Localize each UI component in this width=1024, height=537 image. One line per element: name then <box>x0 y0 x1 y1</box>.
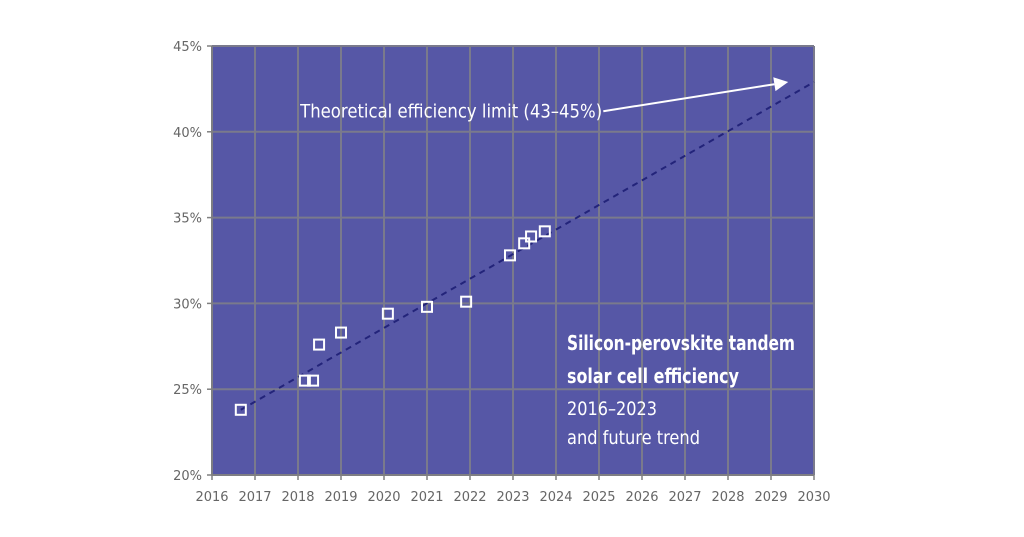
y-axis-tick-labels: 20% 25% 30% 35% 40% 45% <box>173 40 202 484</box>
x-tick-label: 2022 <box>453 490 486 505</box>
data-point <box>460 295 473 308</box>
x-tick-label: 2024 <box>539 490 572 505</box>
arrow-head-icon <box>773 77 789 92</box>
data-point <box>313 338 326 351</box>
x-tick-label: 2030 <box>797 490 830 505</box>
x-tick-label: 2028 <box>711 490 744 505</box>
y-tick-label: 40% <box>173 126 202 141</box>
x-tick-label: 2016 <box>195 490 228 505</box>
y-tick-label: 25% <box>173 383 202 398</box>
x-tick-label: 2018 <box>281 490 314 505</box>
chart-subtitle-line-2: and future trend <box>567 427 700 449</box>
chart-subtitle-line-1: 2016–2023 <box>567 398 657 420</box>
x-tick-label: 2027 <box>668 490 701 505</box>
x-tick-label: 2023 <box>496 490 529 505</box>
data-point <box>298 374 311 387</box>
y-tick-label: 30% <box>173 297 202 312</box>
x-axis-tick-labels: 2016 2017 2018 2019 2020 2021 2022 2023 2024 2025… <box>195 490 830 505</box>
data-point <box>525 230 538 243</box>
annotation-group: Theoretical efficiency limit (43–45%) <box>299 77 789 122</box>
y-tick-label: 20% <box>173 469 202 484</box>
y-tick-label: 35% <box>173 212 202 227</box>
grid-lines <box>211 45 815 476</box>
data-point <box>538 225 551 238</box>
chart-title-line-2: solar cell efficiency <box>567 364 739 388</box>
data-point <box>503 249 516 262</box>
x-tick-label: 2017 <box>238 490 271 505</box>
trend-line-group <box>240 81 815 411</box>
axes <box>207 45 815 480</box>
trend-line <box>240 81 815 411</box>
x-tick-label: 2020 <box>367 490 400 505</box>
x-tick-label: 2029 <box>754 490 787 505</box>
x-tick-label: 2021 <box>410 490 443 505</box>
x-tick-label: 2019 <box>324 490 357 505</box>
data-point <box>518 237 531 250</box>
data-point <box>234 403 247 416</box>
chart-title-line-1: Silicon-perovskite tandem <box>567 331 795 355</box>
data-point <box>307 374 320 387</box>
x-tick-label: 2026 <box>625 490 658 505</box>
data-point <box>381 307 394 320</box>
data-point <box>335 326 347 339</box>
y-tick-label: 45% <box>173 40 202 55</box>
data-points <box>234 225 551 416</box>
annotation-arrow-line <box>603 83 775 113</box>
theoretical-limit-label: Theoretical efficiency limit (43–45%) <box>299 100 602 122</box>
chart-title-block: Silicon-perovskite tandem solar cell eff… <box>567 331 795 449</box>
data-point <box>421 300 433 313</box>
x-tick-label: 2025 <box>582 490 615 505</box>
